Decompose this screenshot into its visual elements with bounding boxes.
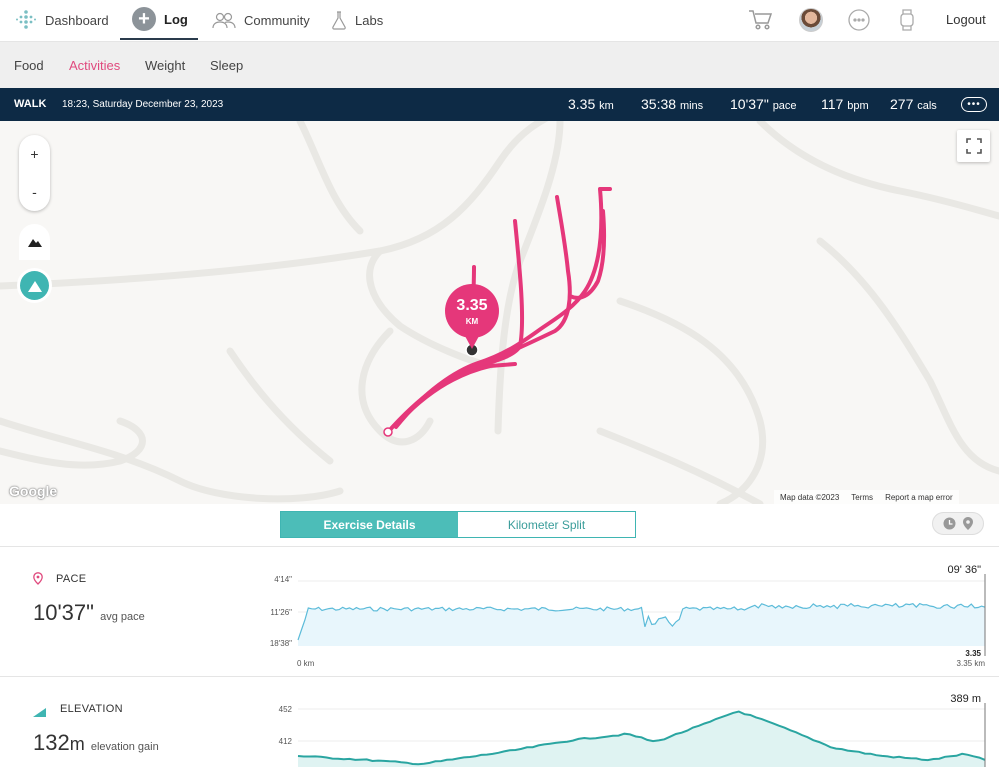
stat-duration: 35:38 mins bbox=[641, 96, 703, 112]
people-icon bbox=[212, 11, 236, 29]
nav-community[interactable]: Community bbox=[212, 0, 310, 40]
stat-pace-value: 10'37" bbox=[730, 96, 769, 112]
pace-y-tick-bottom: 18'38" bbox=[270, 639, 292, 648]
stat-pace: 10'37" pace bbox=[730, 96, 797, 112]
nav-community-label: Community bbox=[244, 12, 310, 28]
stat-distance: 3.35 km bbox=[568, 96, 614, 112]
stat-heart-rate-unit: bpm bbox=[847, 100, 869, 112]
mountain-icon bbox=[27, 239, 42, 247]
tab-kilometer-split[interactable]: Kilometer Split bbox=[458, 512, 635, 537]
fullscreen-icon bbox=[965, 138, 982, 154]
map-canvas bbox=[0, 121, 999, 504]
mountain-icon bbox=[33, 704, 46, 722]
dots-grid-icon bbox=[15, 9, 37, 31]
pace-chart[interactable]: 4'14" 11'26" 18'38" 09' 36" 3.35 0 km 3.… bbox=[0, 560, 999, 672]
sub-navigation: Food Activities Weight Sleep bbox=[0, 42, 999, 88]
map-mode-button[interactable] bbox=[20, 271, 49, 300]
terrain-toggle-button[interactable] bbox=[19, 224, 50, 260]
avatar[interactable] bbox=[799, 8, 823, 32]
clock-icon bbox=[943, 517, 956, 530]
pace-area bbox=[298, 603, 985, 646]
fullscreen-button[interactable] bbox=[957, 130, 990, 162]
map-attribution: Map data ©2023 Terms Report a map error bbox=[774, 490, 959, 504]
elevation-line bbox=[297, 710, 986, 766]
mountain-icon bbox=[27, 280, 42, 292]
stat-calories-value: 277 bbox=[890, 96, 914, 112]
elevation-title: ELEVATION bbox=[60, 703, 123, 715]
stat-distance-unit: km bbox=[599, 100, 614, 112]
elevation-area bbox=[298, 711, 985, 767]
pace-y-tick-mid: 11'26" bbox=[270, 608, 292, 617]
activity-summary-bar: WALK 18:23, Saturday December 23, 2023 3… bbox=[0, 88, 999, 121]
activity-datetime: 18:23, Saturday December 23, 2023 bbox=[62, 99, 224, 110]
chat-icon[interactable] bbox=[846, 7, 872, 33]
more-icon[interactable]: ••• bbox=[961, 97, 987, 112]
tab-sleep[interactable]: Sleep bbox=[210, 58, 244, 73]
elevation-value-label: elevation gain bbox=[90, 741, 159, 753]
section-divider bbox=[0, 676, 999, 677]
logout-link[interactable]: Logout bbox=[946, 12, 986, 27]
nav-dashboard-label: Dashboard bbox=[45, 12, 109, 28]
tab-food[interactable]: Food bbox=[14, 58, 44, 73]
route-start-marker bbox=[383, 427, 393, 437]
pace-value-number: 10'37" bbox=[33, 600, 94, 625]
location-pin-icon bbox=[33, 572, 43, 590]
stat-duration-value: 35:38 bbox=[641, 96, 677, 112]
stat-duration-unit: mins bbox=[679, 100, 704, 112]
zoom-controls: + - bbox=[19, 135, 50, 211]
flask-icon bbox=[331, 10, 347, 30]
plus-circle-icon: + bbox=[132, 7, 156, 31]
elevation-value-unit: m bbox=[69, 734, 85, 754]
activity-type: WALK bbox=[14, 98, 47, 110]
stat-heart-rate-value: 117 bbox=[821, 96, 844, 112]
zoom-out-button[interactable]: - bbox=[32, 184, 37, 200]
pace-end-marker: 3.35 bbox=[965, 649, 981, 658]
tab-activities[interactable]: Activities bbox=[69, 58, 121, 73]
pace-y-tick-top: 4'14" bbox=[274, 575, 292, 584]
elevation-value-number: 132 bbox=[33, 730, 70, 755]
view-toggle[interactable] bbox=[932, 512, 984, 535]
stat-heart-rate: 117 bpm bbox=[821, 96, 869, 112]
section-divider bbox=[0, 546, 999, 547]
distance-badge-value: 3.35 bbox=[456, 297, 488, 314]
nav-dashboard[interactable]: Dashboard bbox=[15, 0, 109, 40]
pace-line bbox=[297, 602, 986, 641]
detail-tabs: Exercise Details Kilometer Split bbox=[280, 511, 636, 538]
top-navigation: Dashboard + Log Community Labs bbox=[0, 0, 999, 42]
pace-x-start: 0 km bbox=[297, 659, 315, 668]
nav-labs[interactable]: Labs bbox=[331, 0, 383, 40]
stat-calories: 277 cals bbox=[890, 96, 937, 112]
nav-labs-label: Labs bbox=[355, 12, 384, 28]
stat-distance-value: 3.35 bbox=[568, 96, 596, 112]
pace-x-end: 3.35 km bbox=[957, 659, 986, 668]
route-map[interactable] bbox=[0, 121, 999, 504]
tab-weight[interactable]: Weight bbox=[145, 58, 186, 73]
nav-log-label: Log bbox=[164, 11, 188, 27]
map-data-credit: Map data ©2023 bbox=[780, 492, 840, 502]
distance-badge-unit: KM bbox=[465, 317, 479, 326]
elevation-chart[interactable]: 452 412 389 m bbox=[0, 688, 999, 767]
pace-value: 10'37" avg pace bbox=[33, 600, 145, 626]
stat-calories-unit: cals bbox=[917, 100, 937, 112]
pin-icon bbox=[963, 517, 974, 530]
elevation-y-tick-mid: 412 bbox=[279, 737, 293, 746]
cart-icon[interactable] bbox=[747, 7, 773, 33]
pace-value-label: avg pace bbox=[100, 611, 145, 623]
elevation-value: 132m elevation gain bbox=[33, 730, 159, 756]
distance-badge: 3.35 KM bbox=[445, 284, 499, 338]
stat-pace-unit: pace bbox=[772, 100, 797, 112]
zoom-in-button[interactable]: + bbox=[30, 146, 39, 162]
google-logo: Google bbox=[9, 483, 58, 499]
nav-log[interactable]: + Log bbox=[120, 0, 198, 40]
elevation-cursor-value: 389 m bbox=[950, 693, 981, 705]
map-terms-link[interactable]: Terms bbox=[851, 492, 874, 502]
tab-exercise-details[interactable]: Exercise Details bbox=[281, 512, 458, 537]
map-report-link[interactable]: Report a map error bbox=[885, 492, 953, 502]
pace-cursor-value: 09' 36" bbox=[947, 564, 981, 576]
elevation-y-tick-top: 452 bbox=[279, 705, 293, 714]
pace-title: PACE bbox=[56, 573, 87, 585]
watch-icon[interactable] bbox=[894, 7, 920, 33]
